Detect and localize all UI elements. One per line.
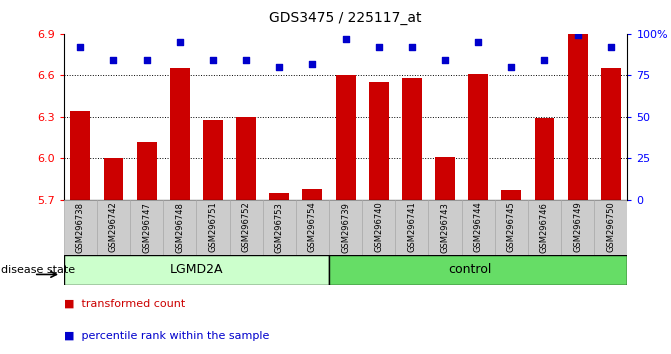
Bar: [435, 157, 455, 200]
Text: LGMD2A: LGMD2A: [170, 263, 223, 276]
Bar: [561, 200, 595, 255]
Bar: [468, 74, 488, 200]
Point: [440, 57, 450, 63]
Bar: [329, 200, 362, 255]
Bar: [462, 200, 495, 255]
Point: [142, 57, 152, 63]
Text: ■  percentile rank within the sample: ■ percentile rank within the sample: [64, 331, 269, 341]
Bar: [429, 200, 462, 255]
Bar: [197, 200, 229, 255]
Text: GSM296740: GSM296740: [374, 202, 383, 252]
Bar: [601, 68, 621, 200]
Text: GSM296749: GSM296749: [573, 202, 582, 252]
Bar: [97, 200, 130, 255]
Point: [241, 57, 252, 63]
Bar: [528, 200, 561, 255]
Point: [274, 64, 285, 70]
Text: GSM296746: GSM296746: [540, 202, 549, 252]
Point: [506, 64, 517, 70]
Bar: [402, 78, 422, 200]
Bar: [395, 200, 429, 255]
Bar: [362, 200, 395, 255]
Point: [473, 39, 484, 45]
Text: GSM296752: GSM296752: [242, 202, 250, 252]
Text: GSM296754: GSM296754: [308, 202, 317, 252]
Bar: [495, 200, 528, 255]
Point: [373, 44, 384, 50]
Text: GDS3475 / 225117_at: GDS3475 / 225117_at: [269, 11, 422, 25]
Bar: [64, 200, 97, 255]
Bar: [568, 34, 588, 200]
Point: [539, 57, 550, 63]
Text: GSM296745: GSM296745: [507, 202, 516, 252]
Point: [207, 57, 218, 63]
Point: [307, 61, 318, 67]
Bar: [262, 200, 296, 255]
Point: [108, 57, 119, 63]
Point: [174, 39, 185, 45]
Bar: [296, 200, 329, 255]
Text: GSM296738: GSM296738: [76, 202, 85, 253]
Point: [605, 44, 616, 50]
Bar: [336, 75, 356, 200]
Bar: [130, 200, 163, 255]
Bar: [595, 200, 627, 255]
Bar: [236, 117, 256, 200]
Text: ■  transformed count: ■ transformed count: [64, 299, 185, 309]
Point: [340, 36, 351, 41]
Bar: [70, 111, 91, 200]
Bar: [501, 190, 521, 200]
Text: GSM296742: GSM296742: [109, 202, 118, 252]
Point: [75, 44, 86, 50]
Text: GSM296743: GSM296743: [441, 202, 450, 252]
Bar: [64, 255, 329, 285]
Text: disease state: disease state: [1, 265, 74, 275]
Text: GSM296741: GSM296741: [407, 202, 417, 252]
Bar: [535, 118, 554, 200]
Text: GSM296748: GSM296748: [175, 202, 185, 252]
Text: GSM296747: GSM296747: [142, 202, 151, 252]
Bar: [269, 193, 289, 200]
Bar: [303, 189, 322, 200]
Point: [407, 44, 417, 50]
Bar: [170, 68, 190, 200]
Text: GSM296750: GSM296750: [607, 202, 615, 252]
Text: GSM296753: GSM296753: [274, 202, 284, 252]
Bar: [329, 255, 627, 285]
Text: control: control: [448, 263, 492, 276]
Bar: [203, 120, 223, 200]
Text: GSM296739: GSM296739: [341, 202, 350, 252]
Point: [572, 33, 583, 38]
Text: GSM296744: GSM296744: [474, 202, 482, 252]
Bar: [163, 200, 197, 255]
Bar: [369, 82, 389, 200]
Bar: [137, 142, 156, 200]
Bar: [103, 159, 123, 200]
Bar: [229, 200, 262, 255]
Text: GSM296751: GSM296751: [209, 202, 217, 252]
